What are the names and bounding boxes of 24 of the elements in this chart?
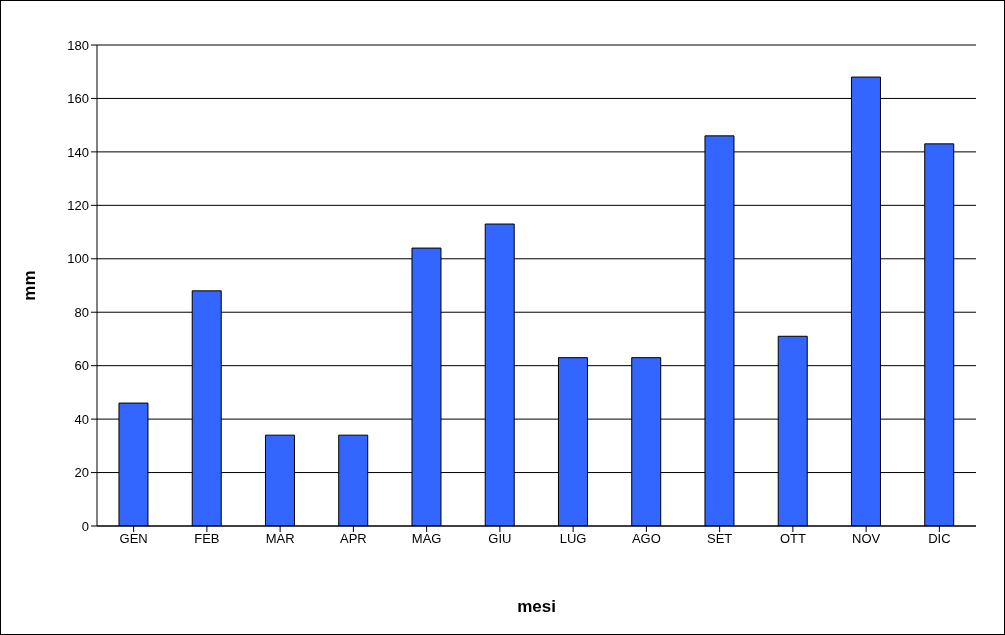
y-tick-label: 100 bbox=[67, 251, 89, 267]
x-tick-label: AGO bbox=[631, 531, 661, 547]
y-tick-label: 180 bbox=[67, 37, 89, 53]
x-tick-label: FEB bbox=[194, 531, 220, 547]
x-tick-label: GIU bbox=[488, 531, 512, 547]
x-tick-label: SET bbox=[706, 531, 733, 547]
x-tick-label: OTT bbox=[779, 531, 806, 547]
x-tick-label: GEN bbox=[119, 531, 148, 547]
y-tick-label: 80 bbox=[74, 304, 89, 320]
x-tick-label: MAG bbox=[411, 531, 442, 547]
y-tick-label: 140 bbox=[67, 144, 89, 160]
y-tick-label: 40 bbox=[74, 411, 89, 427]
y-tick-label: 160 bbox=[67, 91, 89, 107]
x-tick-label: APR bbox=[340, 531, 367, 547]
y-tick-label: 120 bbox=[67, 197, 89, 213]
x-tick-label: DIC bbox=[928, 531, 951, 547]
y-tick-label: 60 bbox=[74, 358, 89, 374]
y-axis-title: mm bbox=[20, 270, 40, 301]
x-tick-label: LUG bbox=[559, 531, 587, 547]
x-axis-title: mesi bbox=[517, 597, 556, 616]
y-tick-label: 0 bbox=[81, 518, 89, 534]
y-tick-label: 20 bbox=[74, 465, 89, 481]
x-tick-label: MAR bbox=[265, 531, 295, 547]
x-tick-label: NOV bbox=[852, 531, 881, 547]
